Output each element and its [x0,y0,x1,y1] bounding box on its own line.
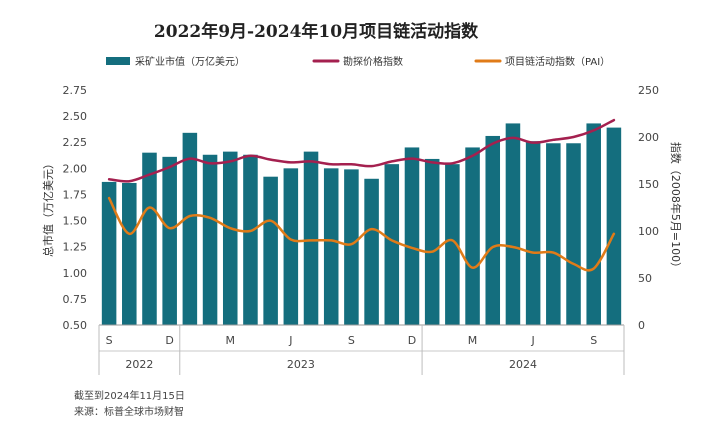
bar [445,164,460,325]
bar [606,127,622,325]
bar [586,123,601,325]
legend: 采矿业市值（万亿美元） 勘探价格指数 项目链活动指数（PAI） [106,55,610,68]
bar [465,147,480,325]
bar [162,156,177,325]
legend-label: 采矿业市值（万亿美元） [135,55,245,68]
bar [283,168,299,325]
x-tick-label: J [288,334,292,347]
x-tick-label: S [106,334,113,347]
y-left-axis-label: 总市值（万亿美元） [41,158,55,257]
bar [303,151,319,325]
bar [182,132,198,325]
bar [404,147,420,325]
y-right-tick-label: 250 [638,84,659,97]
x-tick-label: J [531,334,535,347]
y-left-tick-label: 0.75 [63,293,88,306]
y-right-axis-label: 指数（2008年5月=100） [669,142,683,273]
bar [344,169,359,325]
y-left-tick-label: 1.75 [63,188,88,201]
exploration-price-index-line [107,118,616,183]
x-tick-label: D [165,334,173,347]
y-right-tick-label: 150 [638,178,659,191]
bar [263,176,278,325]
year-label: 2022 [125,358,153,371]
bar [323,168,339,325]
x-tick-label: M [468,334,478,347]
x-tick-label: S [590,334,597,347]
pai-line [107,196,616,272]
bar [222,151,238,325]
bar [101,181,117,325]
y-right-tick-label: 100 [638,225,659,238]
footnote-date: 截至到2024年11月15日 [74,391,185,402]
y-left-tick-label: 2.50 [63,110,88,123]
footnote-source: 来源：标普全球市场财智 [74,407,184,418]
chart-title: 2022年9月-2024年10月项目链活动指数 [154,21,479,42]
bar [384,164,400,325]
year-label: 2023 [287,358,315,371]
year-label: 2024 [509,358,537,371]
y-left-tick-label: 1.25 [63,241,88,254]
bar [505,123,521,325]
bar [142,152,157,325]
legend-swatch-bar [106,57,130,65]
x-tick-label: M [226,334,236,347]
bar [364,178,379,325]
y-left-tick-label: 2.00 [63,162,88,175]
y-left-tick-label: 0.50 [63,319,88,332]
bar [485,135,501,325]
y-right-tick-label: 200 [638,131,659,144]
x-tick-label: S [348,334,355,347]
x-tick-label: D [408,334,416,347]
y-right-tick-label: 50 [638,272,652,285]
legend-label: 项目链活动指数（PAI） [505,55,610,68]
y-left-tick-label: 1.00 [63,267,88,280]
bar [122,182,137,325]
bar [525,141,541,325]
bar [202,154,218,325]
bar [566,143,581,325]
line-series [107,118,616,272]
legend-label: 勘探价格指数 [343,55,403,68]
bar [424,158,440,325]
y-right-tick-label: 0 [638,319,645,332]
bar-series [101,123,622,325]
y-left-tick-label: 2.75 [63,84,88,97]
bar [546,143,561,325]
bar [243,154,258,325]
y-left-tick-label: 1.50 [63,215,88,228]
y-left-tick-label: 2.25 [63,136,88,149]
